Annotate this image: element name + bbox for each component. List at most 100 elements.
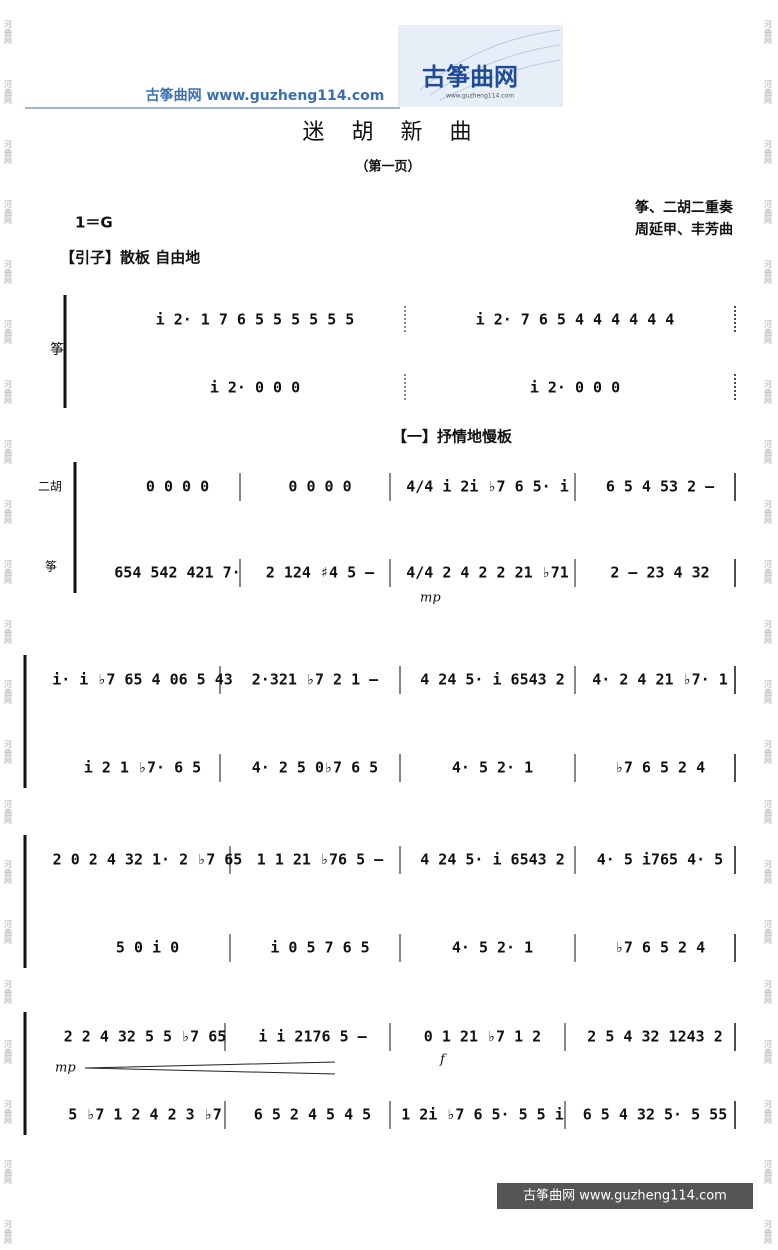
notation-measure: 4/4 i 2i ♭7 6 5· i: [406, 478, 569, 496]
notation-measure: 4 24 5· i 6543 2: [420, 671, 565, 689]
margin-mark: 河曲网: [764, 1099, 773, 1125]
notation-measure: i 2· 1 7 6 5 5 5 5 5 5: [156, 311, 355, 329]
margin-mark: 河曲网: [4, 1099, 13, 1125]
margin-mark: 河曲网: [4, 1219, 13, 1245]
notation-measure: 5 ♭7 1 2 4 2 3 ♭7: [68, 1106, 222, 1124]
margin-mark: 河曲网: [4, 79, 13, 105]
margin-mark: 河曲网: [4, 439, 13, 465]
margin-mark: 河曲网: [764, 1159, 773, 1185]
margin-mark: 河曲网: [764, 679, 773, 705]
logo-box: [398, 25, 563, 107]
margin-mark: 河曲网: [764, 859, 773, 885]
header-site: 古筝曲网 www.guzheng114.com: [146, 87, 385, 104]
dynamic: mp: [420, 591, 441, 606]
footer: 古筝曲网 www.guzheng114.com: [523, 1188, 727, 1204]
margin-mark: 河曲网: [4, 139, 13, 165]
notation-measure: i 2· 0 0 0: [210, 379, 300, 397]
credit: 周延甲、丰芳曲: [635, 221, 733, 238]
dynamic: f: [439, 1053, 447, 1068]
logo-text: 古筝曲网: [422, 63, 518, 91]
logo-waves: [419, 29, 561, 101]
site-url: www.guzheng114.com: [207, 88, 385, 104]
notation-measure: 4· 5 i765 4· 5: [597, 851, 723, 869]
key-signature: 1＝G: [75, 214, 113, 232]
notation-measure: 4· 5 2· 1: [452, 939, 533, 957]
notation-measure: 6 5 4 53 2 –: [606, 478, 715, 496]
margin-mark: 河曲网: [4, 979, 13, 1005]
section-label: 【一】抒情地慢板: [392, 428, 513, 446]
dynamic: mp: [55, 1061, 76, 1076]
notation-measure: ♭7 6 5 2 4: [615, 939, 705, 957]
margin-mark: 河曲网: [4, 559, 13, 585]
margin-mark: 河曲网: [764, 919, 773, 945]
notation-measure: i 2· 7 6 5 4 4 4 4 4 4: [476, 311, 675, 329]
notation-measure: 0 0 0 0: [288, 478, 351, 496]
notation-measure: 1 2i ♭7 6 5· 5 5 i: [401, 1106, 564, 1124]
margin-mark: 河曲网: [764, 979, 773, 1005]
notation-measure: i 2· 0 0 0: [530, 379, 620, 397]
intro-label: 【引子】散板 自由地: [60, 249, 200, 267]
notation-measure: 0 1 21 ♭7 1 2: [424, 1028, 541, 1046]
margin-mark: 河曲网: [764, 379, 773, 405]
notation-measure: 1 1 21 ♭76 5 –: [257, 851, 384, 869]
margin-mark: 河曲网: [764, 139, 773, 165]
margin-mark: 河曲网: [764, 19, 773, 45]
notation-measure: 4· 2 4 21 ♭7· 1: [592, 671, 727, 689]
margin-mark: 河曲网: [764, 799, 773, 825]
title: 迷 胡 新 曲: [303, 120, 482, 145]
margin-mark: 河曲网: [4, 259, 13, 285]
subtitle: （第一页）: [355, 159, 420, 175]
notation-measure: i· i ♭7 65 4 06 5 43: [52, 671, 233, 689]
margin-mark: 河曲网: [4, 19, 13, 45]
notation-measure: 2 2 4 32 5 5 ♭7 65: [64, 1028, 227, 1046]
notation-measure: 6 5 4 32 5· 5 55: [583, 1106, 728, 1124]
logo-url: www.guzheng114.com: [446, 93, 514, 100]
margin-mark: 河曲网: [764, 319, 773, 345]
margin-mark: 河曲网: [764, 739, 773, 765]
margin-mark: 河曲网: [764, 439, 773, 465]
margin-mark: 河曲网: [4, 739, 13, 765]
margin-mark: 河曲网: [4, 679, 13, 705]
instrument-label: 筝: [50, 341, 64, 358]
notation-measure: i 2 1 ♭7· 6 5: [84, 759, 201, 777]
margin-mark: 河曲网: [764, 1039, 773, 1065]
notation-measure: i i 2176 5 –: [258, 1028, 367, 1046]
margin-mark: 河曲网: [4, 199, 13, 225]
margin-mark: 河曲网: [764, 499, 773, 525]
margin-mark: 河曲网: [764, 619, 773, 645]
notation-measure: 2 5 4 32 1243 2: [587, 1028, 722, 1046]
footer-box: [497, 1183, 753, 1209]
crescendo: [84, 1061, 336, 1075]
notation-measure: 6 5 2 4 5 4 5: [254, 1106, 371, 1124]
notation-measure: 0 0 0 0: [146, 478, 209, 496]
notation-measure: 2 – 23 4 32: [610, 564, 709, 582]
margin-mark: 河曲网: [4, 379, 13, 405]
notation-measure: 4/4 2 4 2 2 21 ♭71: [406, 564, 569, 582]
margin-mark: 河曲网: [764, 259, 773, 285]
margin-mark: 河曲网: [4, 919, 13, 945]
margin-mark: 河曲网: [4, 319, 13, 345]
notation-measure: 5 0 i 0: [116, 939, 179, 957]
notation-measure: 2·321 ♭7 2 1 –: [252, 671, 379, 689]
margin-mark: 河曲网: [4, 1159, 13, 1185]
instrument-label: 二胡: [38, 480, 62, 494]
notation-measure: 4· 2 5 0♭7 6 5: [252, 759, 378, 777]
site-name: 古筝曲网: [146, 87, 202, 104]
notation-measure: 4 24 5· i 6543 2: [420, 851, 565, 869]
margin-mark: 河曲网: [764, 79, 773, 105]
margin-mark: 河曲网: [4, 619, 13, 645]
notation-measure: i 0 5 7 6 5: [270, 939, 369, 957]
notation-measure: 654 542 421 7·: [114, 564, 240, 582]
notation-measure: 4· 5 2· 1: [452, 759, 533, 777]
notation-measure: 2 124 ♯4 5 –: [266, 564, 375, 582]
margin-mark: 河曲网: [764, 199, 773, 225]
instrument-label: 筝: [45, 559, 57, 574]
margin-mark: 河曲网: [4, 859, 13, 885]
margin-mark: 河曲网: [4, 499, 13, 525]
margin-mark: 河曲网: [764, 559, 773, 585]
margin-mark: 河曲网: [4, 799, 13, 825]
margin-mark: 河曲网: [4, 1039, 13, 1065]
notation-measure: ♭7 6 5 2 4: [615, 759, 705, 777]
